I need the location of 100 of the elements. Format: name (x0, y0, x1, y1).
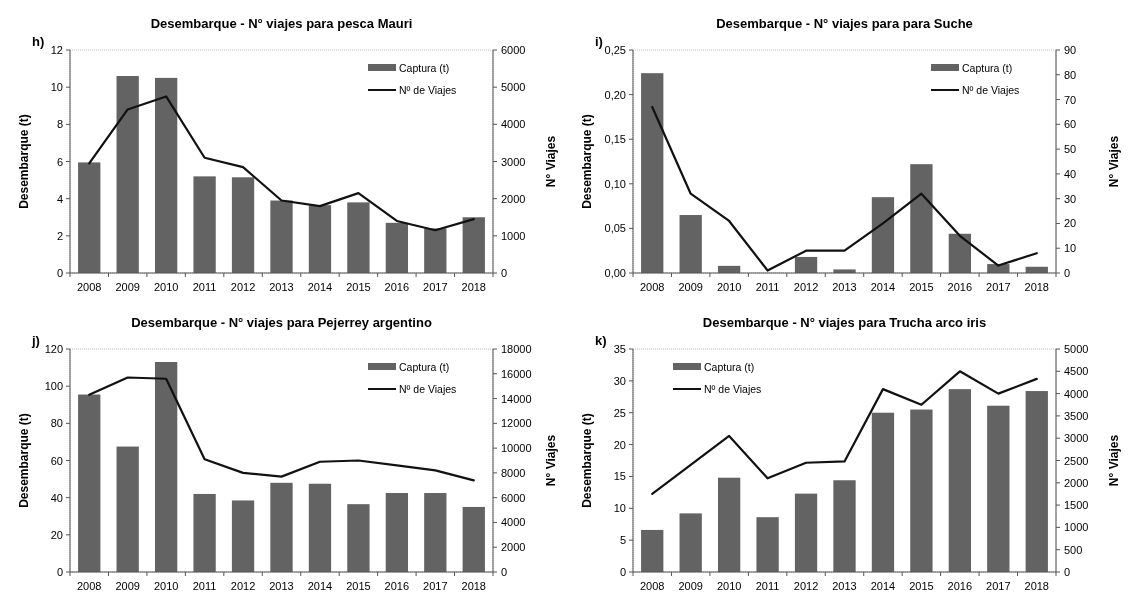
y2-tick-label: 0 (1064, 267, 1071, 279)
text: i) (595, 34, 603, 49)
y-tick-label: 8 (56, 118, 63, 131)
bar (231, 177, 255, 273)
x-tick-label: 2013 (832, 281, 857, 293)
y-tick-label: 12 (50, 44, 63, 56)
legend-label: Captura (t) (962, 62, 1013, 74)
x-tick-label: 2012 (793, 580, 819, 592)
y-tick-label: 0,15 (604, 133, 626, 146)
bar (910, 409, 933, 572)
bar (193, 176, 216, 273)
y-tick-label: 0 (56, 267, 63, 279)
bar (308, 483, 332, 572)
x-tick-label: 2016 (947, 281, 973, 293)
x-tick-label: 2011 (755, 281, 780, 293)
y2-tick-label: 1000 (1064, 521, 1089, 534)
line-series (88, 376, 475, 482)
y2-tick-label: 4000 (501, 118, 526, 131)
y2-tick-label: 5000 (501, 81, 526, 94)
y2-tick-label: 70 (1064, 93, 1077, 106)
y2-tick-label: 2000 (501, 541, 526, 554)
x-tick-label: 2018 (461, 281, 487, 293)
chart-title: Desembarque - N° viajes para Pejerrey argentino (131, 315, 432, 330)
y2-tick-label: 60 (1064, 118, 1077, 131)
bar (679, 513, 702, 572)
x-tick-label: 2011 (192, 580, 217, 592)
y2-tick-label: 0 (501, 566, 508, 578)
y-axis-title: Desembarque (t) (17, 413, 31, 508)
text: h) (32, 34, 45, 49)
y2-tick-label: 90 (1064, 44, 1077, 56)
bar (347, 504, 370, 572)
legend-label: Nº de Viajes (704, 383, 762, 395)
bar (987, 405, 1010, 572)
x-tick-label: 2008 (76, 580, 102, 592)
bar (424, 228, 447, 273)
x-tick-label: 2010 (716, 281, 742, 293)
x-tick-label: 2009 (678, 580, 703, 592)
bar (231, 500, 255, 572)
y2-tick-label: 0 (501, 267, 508, 279)
y2-tick-label: 2500 (1064, 454, 1089, 467)
y-tick-label: 0 (56, 566, 63, 578)
x-tick-label: 2012 (793, 281, 819, 293)
y-tick-label: 2 (56, 229, 63, 242)
y-tick-label: 10 (50, 81, 63, 94)
y2-tick-label: 16000 (501, 367, 532, 380)
bar (116, 446, 139, 572)
y2-tick-label: 2000 (501, 192, 526, 205)
y-tick-label: 10 (613, 502, 626, 515)
y2-tick-label: 1000 (501, 229, 526, 242)
y2-tick-label: 2000 (1064, 476, 1089, 489)
bar (154, 77, 178, 273)
y2-axis-title: N° Viajes (544, 135, 558, 188)
y-axis-title: Desembarque (t) (17, 114, 31, 209)
bar (270, 200, 293, 273)
chart-title: Desembarque - N° viajes para para Suche (716, 16, 973, 31)
bar (756, 517, 779, 572)
y-axis-title: Desembarque (t) (580, 114, 594, 209)
y2-tick-label: 50 (1064, 143, 1077, 156)
text: k) (595, 333, 607, 348)
y2-tick-label: 4000 (1064, 387, 1089, 400)
x-tick-label: 2013 (269, 580, 294, 592)
y2-axis-title: N° Viajes (1107, 434, 1121, 487)
y2-tick-label: 40 (1064, 167, 1077, 180)
y2-axis-title: N° Viajes (1107, 135, 1121, 188)
y-tick-label: 60 (50, 454, 63, 467)
line-series (651, 105, 1038, 272)
x-tick-label: 2008 (639, 281, 665, 293)
y-tick-label: 0,20 (604, 88, 626, 101)
bar (462, 217, 485, 273)
y-tick-label: 0 (619, 566, 626, 578)
x-tick-label: 2015 (909, 281, 934, 293)
y-tick-label: 6 (56, 155, 63, 168)
y-tick-label: 25 (613, 406, 626, 419)
bar (641, 73, 664, 273)
bar (308, 205, 332, 273)
y2-tick-label: 500 (1064, 543, 1083, 556)
y2-tick-label: 80 (1064, 68, 1077, 81)
y2-tick-label: 20 (1064, 217, 1077, 230)
x-tick-label: 2014 (870, 281, 896, 293)
y2-tick-label: 8000 (501, 466, 526, 479)
x-tick-label: 2018 (461, 580, 487, 592)
y-tick-label: 0,05 (604, 222, 626, 235)
bar (871, 197, 895, 273)
x-tick-label: 2017 (423, 281, 448, 293)
y-tick-label: 30 (613, 374, 626, 387)
y2-tick-label: 5000 (1064, 343, 1089, 355)
y2-axis-title: N° Viajes (544, 434, 558, 487)
legend-label: Nº de Viajes (399, 383, 457, 395)
x-tick-label: 2013 (832, 580, 857, 592)
y2-tick-label: 14000 (501, 392, 532, 405)
y-tick-label: 0,00 (604, 267, 626, 279)
y-tick-label: 80 (50, 417, 63, 430)
x-tick-label: 2013 (269, 281, 294, 293)
legend-label: Captura (t) (704, 361, 755, 373)
bar (794, 493, 818, 572)
bar (948, 233, 972, 273)
y-tick-label: 20 (50, 528, 63, 541)
line-series (88, 95, 475, 232)
y2-tick-label: 4500 (1064, 365, 1089, 378)
bar (794, 256, 818, 273)
